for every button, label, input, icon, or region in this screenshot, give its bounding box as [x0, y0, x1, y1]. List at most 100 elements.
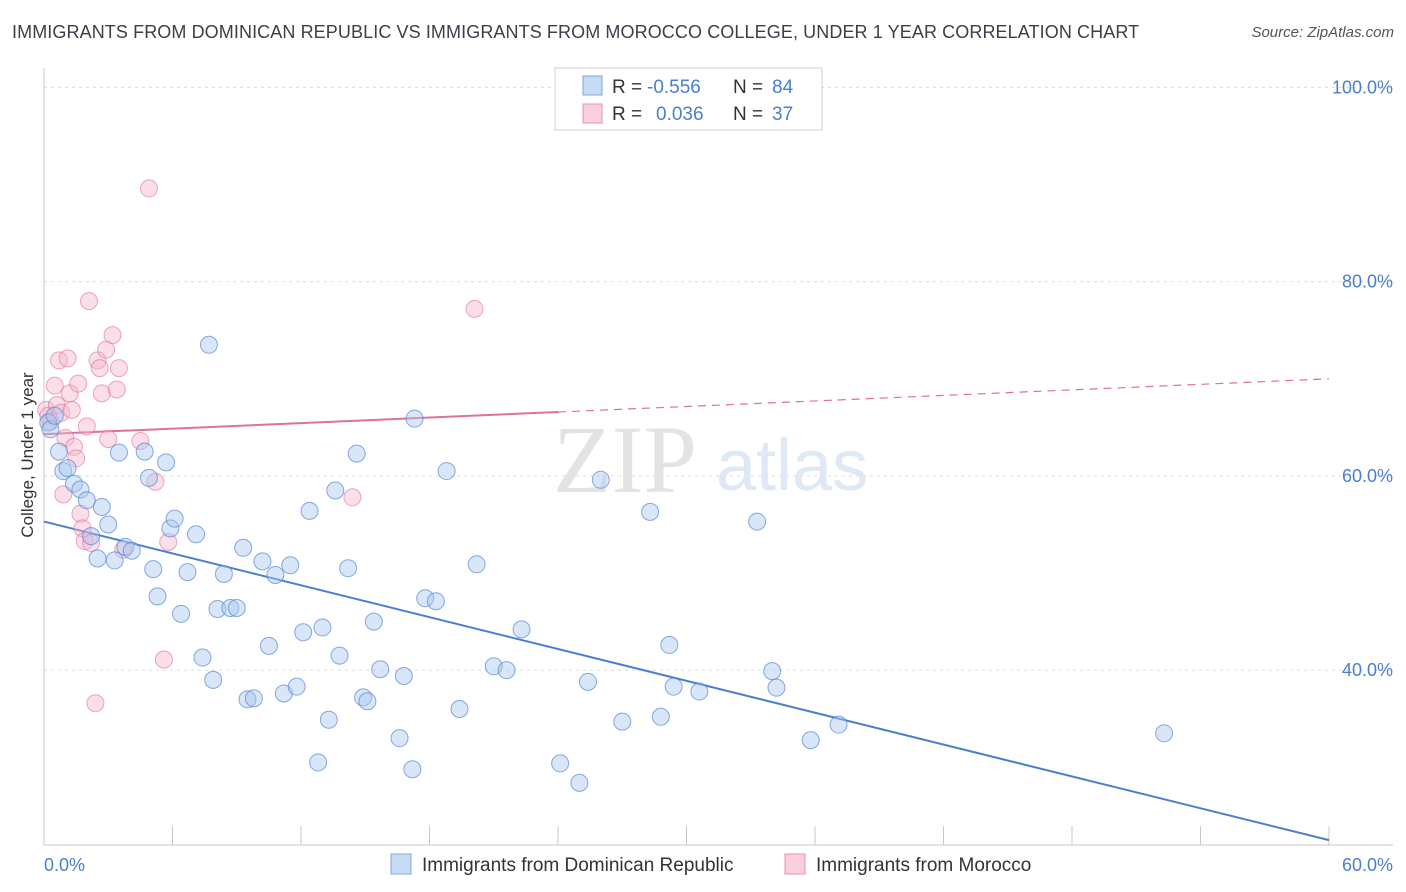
morocco-point — [99, 430, 118, 449]
dominican-point — [82, 527, 101, 546]
dominican-point — [266, 565, 285, 584]
morocco-point — [465, 299, 484, 318]
dominican-point — [660, 635, 679, 654]
dominican-point — [1155, 724, 1174, 743]
y-tick-labels: 100.0% 80.0% 60.0% 40.0% — [1332, 77, 1393, 680]
dominican-point — [426, 592, 445, 611]
chart-source: Source: ZipAtlas.com — [1251, 24, 1394, 41]
dominican-point — [105, 551, 124, 570]
axes — [43, 68, 1393, 846]
dominican-point — [763, 662, 782, 681]
dominican-point — [178, 563, 197, 582]
dominican-point — [309, 753, 328, 772]
y-tick-label: 100.0% — [1332, 77, 1393, 97]
dominican-point — [238, 690, 257, 709]
dominican-point — [39, 413, 58, 432]
morocco-point — [90, 359, 109, 378]
dominican-point — [613, 712, 632, 731]
morocco-point — [45, 376, 64, 395]
watermark-atlas: atlas — [716, 426, 868, 506]
x-tick-labels: 0.0% 60.0% — [44, 855, 1393, 875]
dominican-point — [109, 443, 128, 462]
legend-label-dominican: Immigrants from Dominican Republic — [422, 855, 734, 876]
dominican-point — [591, 470, 610, 489]
dominican-point — [187, 525, 206, 544]
dominican-point — [570, 773, 589, 792]
stats-n-label-2: N = — [733, 104, 763, 125]
dominican-point — [227, 599, 246, 618]
dominican-point — [193, 648, 212, 667]
dominican-point — [148, 587, 167, 606]
x-ticks — [43, 826, 1330, 845]
stats-swatch-pink — [582, 103, 603, 124]
dominican-point — [77, 491, 96, 510]
x-tick-label: 60.0% — [1342, 855, 1393, 875]
dominican-point — [664, 677, 683, 696]
dominican-point — [371, 660, 390, 679]
dominican-point — [172, 604, 191, 623]
dominican-point — [767, 678, 786, 697]
dominican-point — [244, 689, 263, 708]
dominican-point — [801, 731, 820, 750]
dominican-point — [49, 442, 68, 461]
chart-title: IMMIGRANTS FROM DOMINICAN REPUBLIC VS IM… — [12, 22, 1140, 42]
x-tick-label: 0.0% — [44, 855, 85, 875]
dominican-point — [253, 552, 272, 571]
dominican-point — [690, 682, 709, 701]
dominican-point — [259, 636, 278, 655]
y-axis-label: College, Under 1 year — [18, 372, 37, 538]
morocco-point — [107, 380, 126, 399]
dominican-point — [157, 453, 176, 472]
trend-lines — [43, 378, 1330, 842]
dominican-point — [450, 700, 469, 719]
dominican-point — [358, 692, 377, 711]
dominican-point — [161, 519, 180, 538]
legend-swatch-dominican — [390, 853, 412, 875]
dominican-point — [214, 565, 233, 584]
dominican-point — [497, 661, 516, 680]
dominican-point — [512, 620, 531, 639]
dominican-point — [347, 444, 366, 463]
dominican-point — [139, 468, 158, 487]
dominican-point — [326, 481, 345, 500]
grid-lines — [44, 86, 1393, 671]
morocco-point — [139, 179, 158, 198]
dominican-point — [390, 729, 409, 748]
dominican-point — [313, 618, 332, 637]
morocco-point — [82, 533, 101, 552]
dominican-point — [281, 556, 300, 575]
dominican-point — [330, 646, 349, 665]
dominican-trend-line — [43, 520, 1330, 842]
stats-swatch-blue — [582, 75, 603, 96]
dominican-point — [416, 589, 435, 608]
stats-legend: R = -0.556 N = 84 R = 0.036 N = 37 — [554, 67, 823, 131]
morocco-point — [154, 650, 173, 669]
y-tick-label: 60.0% — [1342, 466, 1393, 486]
dominican-point — [319, 710, 338, 729]
dominican-point — [234, 538, 253, 557]
morocco-point — [62, 400, 81, 419]
stats-r-label-1: R = — [612, 77, 642, 98]
dominican-point — [92, 498, 111, 517]
stats-r-value-1: -0.556 — [647, 77, 701, 98]
morocco-point — [79, 292, 98, 311]
y-tick-label: 40.0% — [1342, 660, 1393, 680]
stats-n-label-1: N = — [733, 77, 763, 98]
dominican-point — [88, 549, 107, 568]
morocco-trend-line — [43, 411, 559, 436]
watermark-zip: ZIP — [553, 406, 697, 513]
morocco-point — [109, 359, 128, 378]
dominican-points — [39, 335, 1174, 792]
morocco-point — [77, 417, 96, 436]
dominican-point — [45, 406, 64, 425]
morocco-point — [86, 694, 105, 713]
morocco-points — [37, 179, 484, 713]
dominican-point — [287, 677, 306, 696]
bottom-legend: Immigrants from Dominican Republic Immig… — [390, 853, 1031, 876]
dominican-point — [394, 667, 413, 686]
dominican-point — [144, 560, 163, 579]
dominican-point — [204, 670, 223, 689]
dominican-point — [208, 599, 227, 618]
dominican-point — [294, 623, 313, 642]
